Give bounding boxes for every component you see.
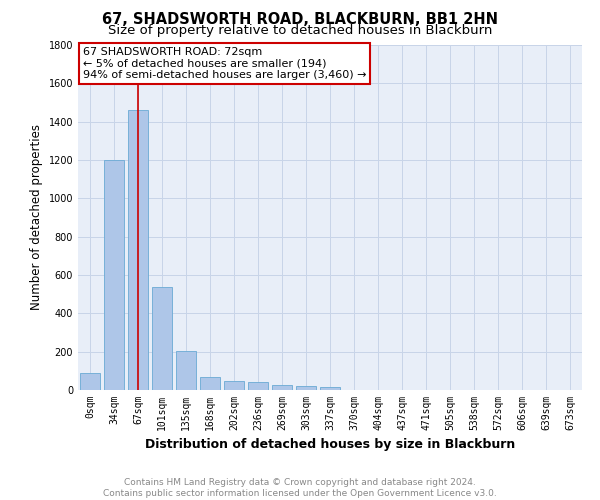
- Text: Size of property relative to detached houses in Blackburn: Size of property relative to detached ho…: [108, 24, 492, 37]
- Text: 67 SHADSWORTH ROAD: 72sqm
← 5% of detached houses are smaller (194)
94% of semi-: 67 SHADSWORTH ROAD: 72sqm ← 5% of detach…: [83, 46, 367, 80]
- Bar: [128, 110, 148, 390]
- Bar: [248, 382, 268, 390]
- Bar: [224, 381, 244, 390]
- Bar: [152, 286, 172, 390]
- Text: 67, SHADSWORTH ROAD, BLACKBURN, BB1 2HN: 67, SHADSWORTH ROAD, BLACKBURN, BB1 2HN: [102, 12, 498, 28]
- Text: Contains HM Land Registry data © Crown copyright and database right 2024.
Contai: Contains HM Land Registry data © Crown c…: [103, 478, 497, 498]
- Bar: [80, 373, 100, 390]
- Bar: [176, 350, 196, 390]
- Bar: [272, 384, 292, 390]
- Bar: [320, 387, 340, 390]
- X-axis label: Distribution of detached houses by size in Blackburn: Distribution of detached houses by size …: [145, 438, 515, 452]
- Y-axis label: Number of detached properties: Number of detached properties: [30, 124, 43, 310]
- Bar: [104, 160, 124, 390]
- Bar: [200, 376, 220, 390]
- Bar: [296, 386, 316, 390]
